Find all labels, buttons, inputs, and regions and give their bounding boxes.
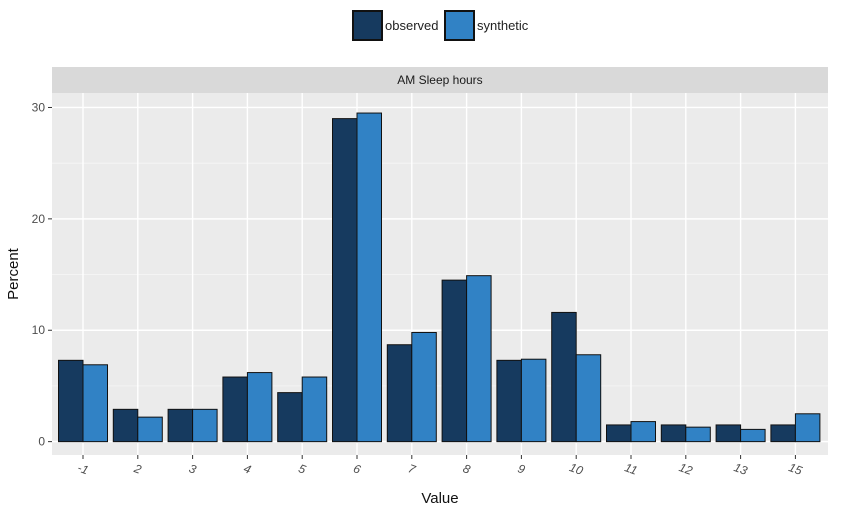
- bar-synthetic-3: [192, 408, 218, 443]
- legend-label-observed: observed: [385, 18, 438, 33]
- bar-synthetic-11: [630, 421, 656, 443]
- facet-strip: [52, 67, 828, 93]
- x-tick-label: 11: [623, 460, 640, 477]
- bar-synthetic-8: [466, 275, 492, 443]
- y-tick-label: 30: [32, 100, 46, 114]
- facet-title: AM Sleep hours: [397, 73, 482, 87]
- y-tick-label: 0: [38, 435, 45, 449]
- bar-observed--1: [58, 359, 84, 443]
- bar-synthetic--1: [82, 364, 108, 443]
- bars: [58, 112, 821, 443]
- bar-synthetic-7: [411, 331, 437, 443]
- bar-observed-7: [386, 344, 413, 443]
- bar-synthetic-15: [794, 413, 821, 443]
- x-tick-label: 2: [131, 461, 143, 477]
- x-tick-label: 4: [242, 461, 253, 477]
- y-axis-title: Percent: [5, 247, 22, 300]
- legend-label-synthetic: synthetic: [477, 18, 529, 33]
- bar-observed-15: [770, 424, 796, 443]
- bar-synthetic-10: [575, 354, 602, 443]
- bar-observed-12: [660, 424, 687, 443]
- bar-observed-11: [606, 424, 632, 443]
- legend: observed synthetic: [352, 10, 529, 41]
- bar-observed-9: [496, 359, 522, 443]
- x-axis: -1 2 3 4 5 6 7 8 9 10 11 12 13 15: [76, 455, 805, 478]
- bar-synthetic-4: [246, 372, 273, 443]
- bar-synthetic-6: [356, 112, 382, 443]
- bar-synthetic-13: [740, 428, 766, 443]
- bar-observed-3: [167, 408, 194, 443]
- plot-panel: [52, 93, 828, 455]
- x-tick-label: 13: [732, 460, 750, 478]
- bar-observed-13: [715, 424, 742, 443]
- x-axis-title: Value: [421, 490, 458, 507]
- bar-synthetic-9: [520, 358, 547, 443]
- x-tick-label: 10: [568, 460, 586, 478]
- x-tick-label: -1: [76, 461, 91, 478]
- x-tick-label: 8: [461, 461, 472, 477]
- bar-observed-4: [222, 376, 248, 443]
- x-tick-label: 15: [787, 460, 805, 478]
- legend-key-observed: [352, 10, 383, 41]
- y-axis: 0 10 20 30: [32, 100, 52, 449]
- x-tick-label: 9: [516, 461, 527, 477]
- x-tick-label: 5: [297, 461, 308, 477]
- y-tick-label: 20: [32, 212, 46, 226]
- bar-synthetic-2: [137, 416, 163, 443]
- x-tick-label: 7: [406, 461, 418, 477]
- bar-synthetic-5: [301, 376, 328, 443]
- bar-observed-5: [277, 392, 303, 443]
- bar-synthetic-12: [685, 426, 711, 443]
- bar-observed-2: [112, 408, 139, 443]
- bar-observed-6: [332, 118, 358, 443]
- x-tick-label: 6: [351, 461, 362, 477]
- bar-observed-8: [441, 279, 468, 443]
- x-tick-label: 3: [187, 461, 198, 477]
- bar-observed-10: [551, 311, 577, 443]
- legend-key-synthetic: [444, 10, 475, 41]
- x-tick-label: 12: [677, 460, 695, 478]
- y-tick-label: 10: [32, 323, 46, 337]
